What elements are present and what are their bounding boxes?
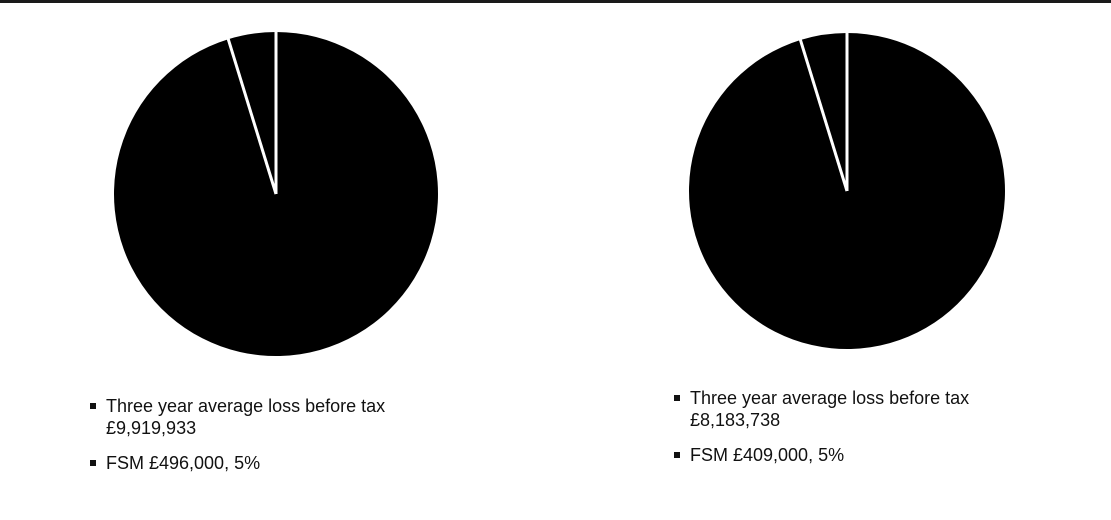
- legend-label: Three year average loss before tax: [106, 396, 386, 416]
- pie-chart-left: [114, 31, 438, 356]
- legend-item-fsm: FSM £496,000, 5%: [90, 452, 550, 474]
- legend-item-loss-before-tax: Three year average loss before tax £8,18…: [674, 387, 1104, 431]
- pie-chart-panel-right: Three year average loss before tax £8,18…: [570, 3, 1111, 520]
- legend-label: FSM £496,000, 5%: [106, 453, 261, 473]
- legend-item-loss-before-tax: Three year average loss before tax £9,91…: [90, 395, 550, 439]
- pie-chart-right: [689, 32, 1006, 349]
- legend-marker: [90, 403, 96, 409]
- legend-label: Three year average loss before tax: [690, 388, 970, 408]
- legend-marker: [90, 460, 96, 466]
- legend-item-fsm: FSM £409,000, 5%: [674, 444, 1104, 466]
- legend-label: FSM £409,000, 5%: [690, 445, 845, 465]
- slice-separator-line: [798, 38, 849, 192]
- legend-value: £9,919,933: [106, 418, 197, 438]
- pie-chart-panel-left: Three year average loss before tax £9,91…: [0, 3, 555, 520]
- legend-value: £8,183,738: [690, 410, 781, 430]
- top-border-line: [0, 0, 1111, 3]
- legend-right: Three year average loss before tax £8,18…: [674, 387, 1104, 479]
- legend-marker: [674, 452, 680, 458]
- legend-left: Three year average loss before tax £9,91…: [90, 395, 550, 487]
- legend-marker: [674, 395, 680, 401]
- slice-separator-line: [226, 37, 278, 195]
